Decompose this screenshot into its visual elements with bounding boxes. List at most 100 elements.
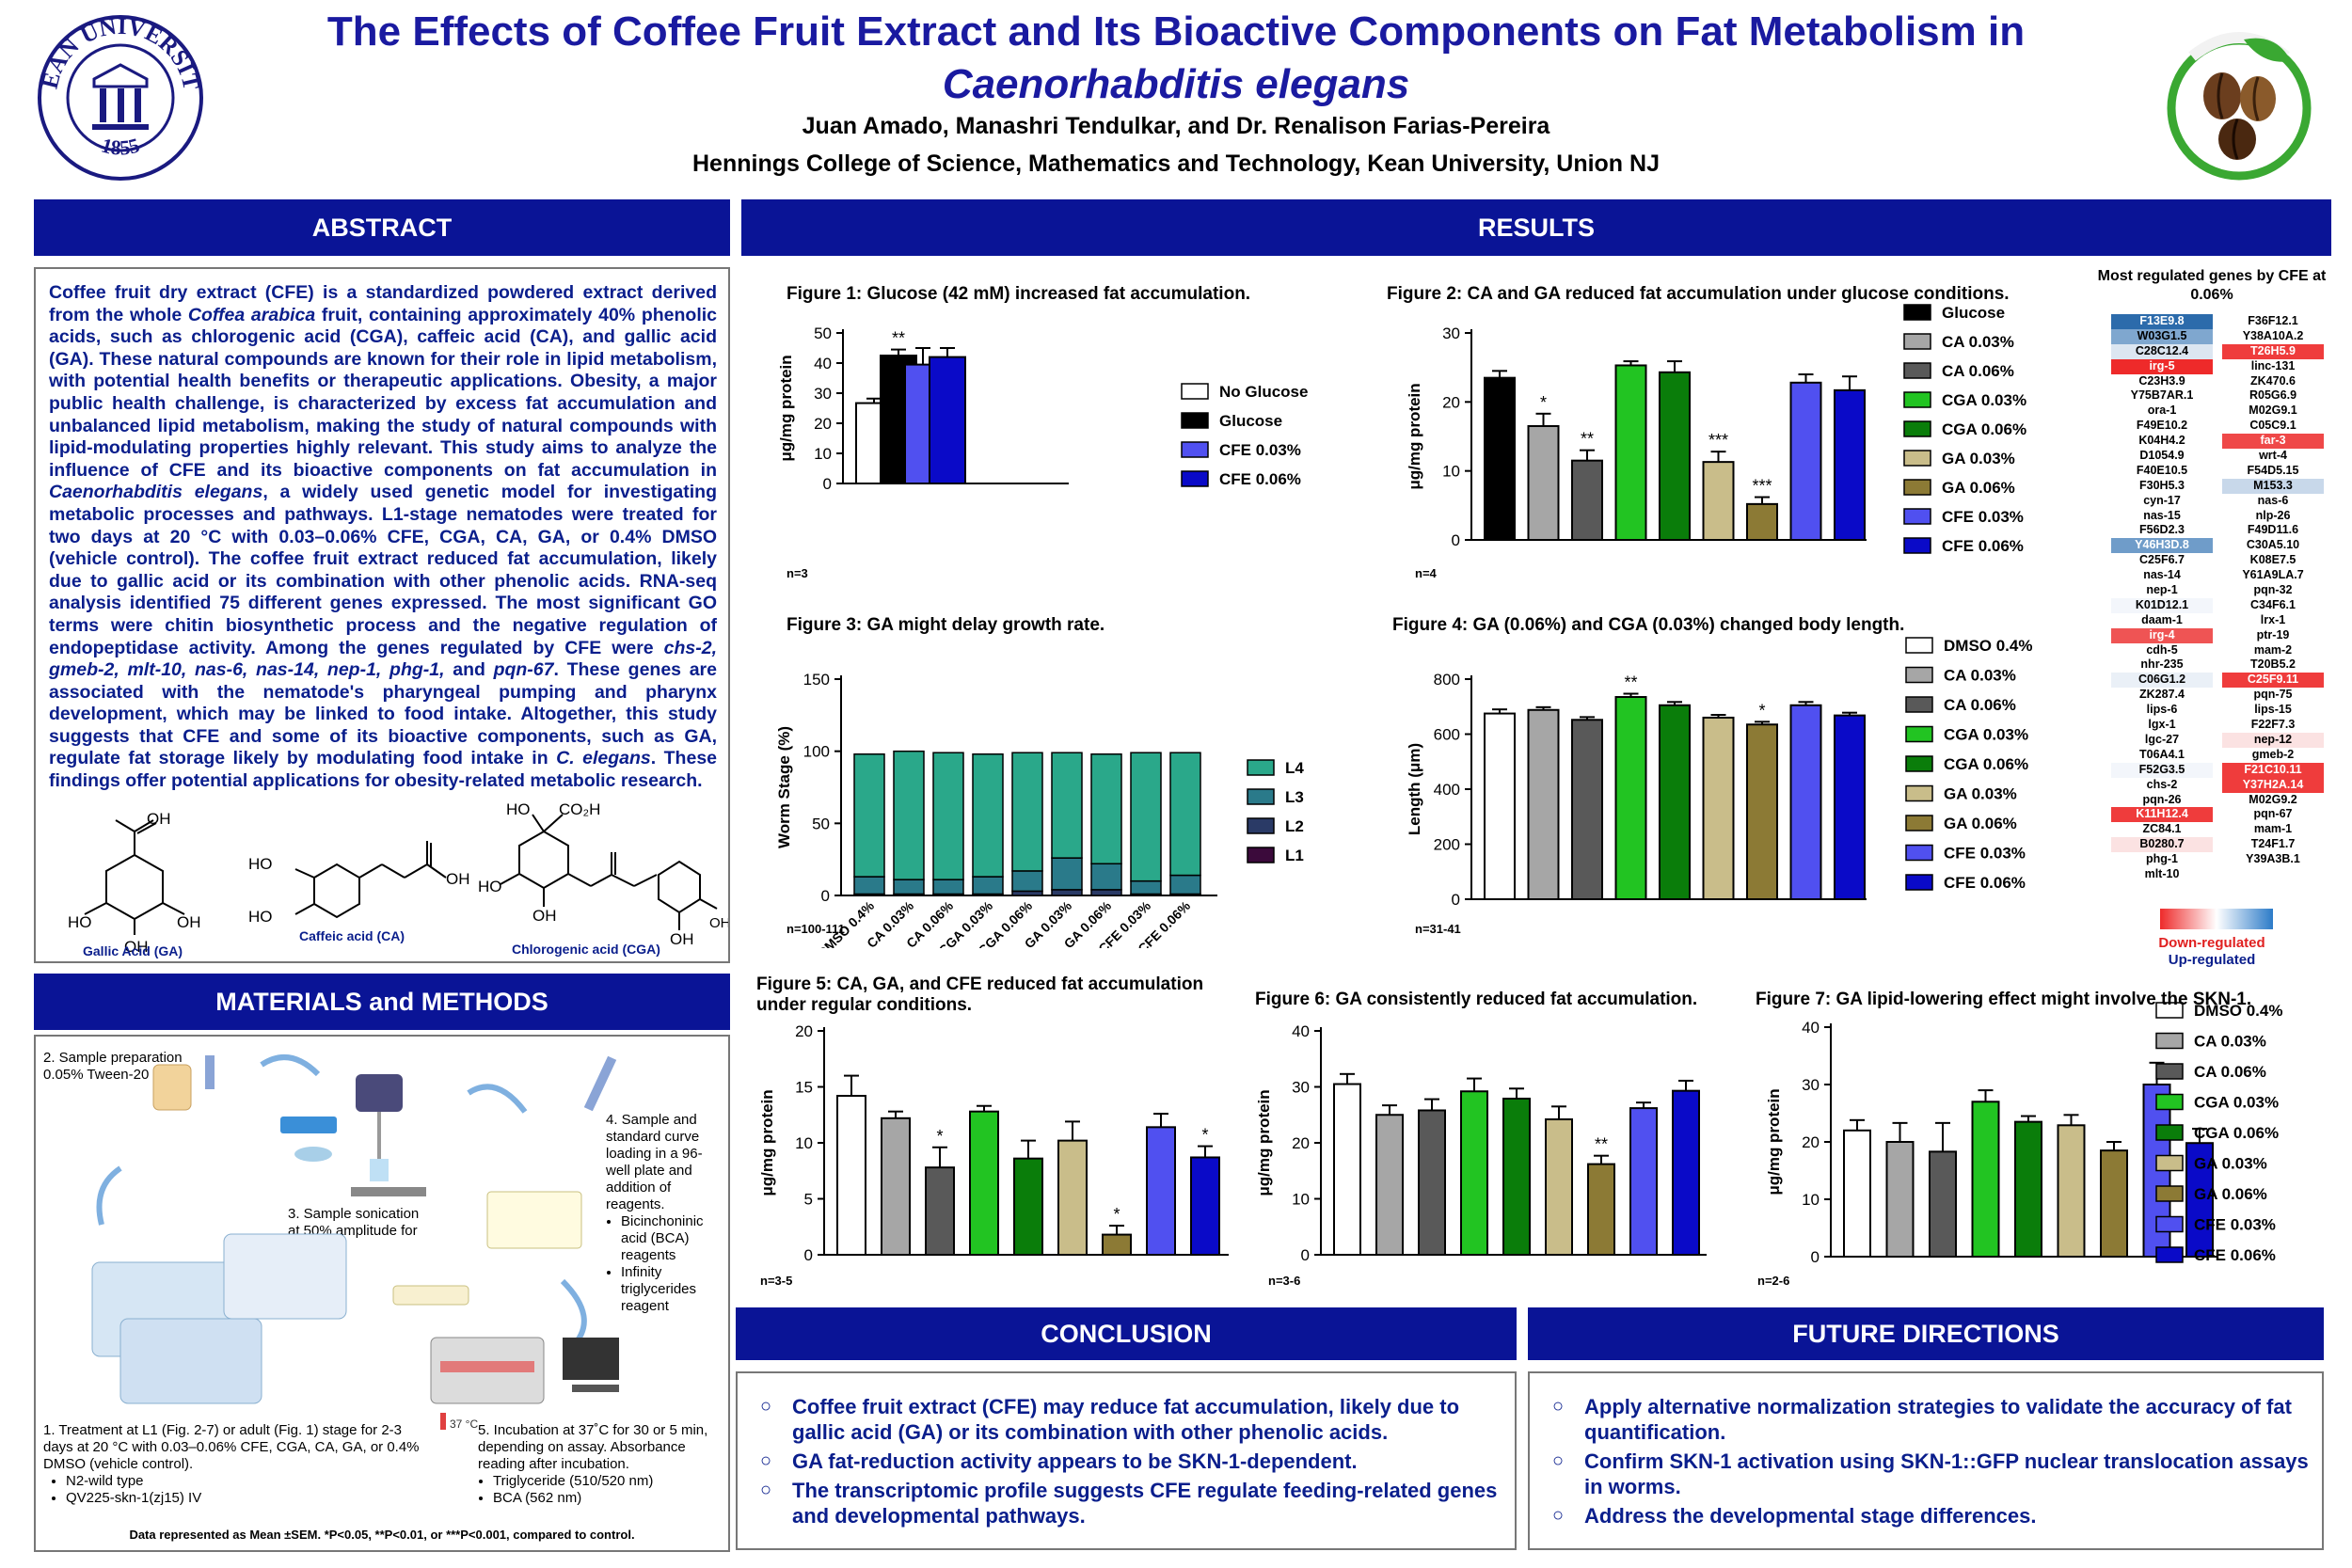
gene-cell: nas-14 xyxy=(2111,568,2213,584)
legend-label: DMSO 0.4% xyxy=(1944,637,2032,655)
bar xyxy=(1834,388,1866,541)
gene-cell: M02G9.2 xyxy=(2222,792,2324,808)
gene-cell: F22F7.3 xyxy=(2222,718,2324,733)
gene-cell: K11H12.4 xyxy=(2111,807,2213,823)
bar-segment-L4 xyxy=(932,752,964,880)
future-header: FUTURE DIRECTIONS xyxy=(1528,1307,2324,1360)
gene-cell: irg-5 xyxy=(2111,358,2213,374)
bar-segment-L3 xyxy=(932,879,964,895)
y-tick-label: 600 xyxy=(1434,726,1460,744)
legend-swatch xyxy=(1903,420,1931,437)
methods-box: 2. Sample preparation 0.05% Tween-20 3. … xyxy=(34,1035,730,1552)
figure-6: 0 10 20 30 40 μg/mg protein ** n=3-6 Figure 6: G… xyxy=(1251,974,1722,1294)
svg-text:OH: OH xyxy=(446,870,470,888)
chart-svg: 0 10 20 30 40 50 μg/mg protein ** No Glucose Gluc… xyxy=(777,325,1308,580)
gene-cell: Y75B7AR.1 xyxy=(2111,388,2213,404)
gene-cell: C28C12.4 xyxy=(2111,343,2213,359)
legend-label: CFE 0.06% xyxy=(1942,537,2024,555)
legend-label: CA 0.03% xyxy=(1942,333,2014,351)
sample-size-label: n=100-111 xyxy=(787,922,845,936)
legend-label: Glucose xyxy=(1942,304,2005,322)
legend-swatch xyxy=(1905,637,1933,654)
tubes-row-icon xyxy=(392,1285,469,1306)
legend-label: CA 0.06% xyxy=(2194,1063,2266,1081)
svg-text:HO: HO xyxy=(248,855,273,873)
y-tick-label: 30 xyxy=(1292,1079,1310,1097)
y-tick-label: 10 xyxy=(1442,463,1460,481)
gene-cell: K01D12.1 xyxy=(2111,597,2213,613)
gene-cell: C06G1.2 xyxy=(2111,673,2213,689)
significance-mark: *** xyxy=(1708,431,1728,450)
legend-swatch xyxy=(1905,755,1933,772)
gene-cell: lips-15 xyxy=(2222,703,2324,719)
significance-mark: ** xyxy=(1595,1135,1608,1154)
gene-cell: pqn-26 xyxy=(2111,792,2213,808)
step1-text: 1. Treatment at L1 (Fig. 2-7) or adult (… xyxy=(43,1422,429,1507)
significance-mark: * xyxy=(936,1127,943,1146)
plate-reader-icon xyxy=(430,1337,619,1404)
figure-7: 0 10 20 30 40 μg/mg protein DMSO 0.4% CA 0.03% C… xyxy=(1752,974,2331,1294)
abstract-header: ABSTRACT xyxy=(34,199,730,256)
bar xyxy=(1702,716,1735,900)
y-tick-label: 0 xyxy=(1452,531,1460,549)
legend-swatch xyxy=(1903,304,1931,321)
sample-size-label: n=3-5 xyxy=(760,1274,792,1288)
well-plate-icon xyxy=(486,1191,582,1249)
legend-label: L3 xyxy=(1285,788,1304,806)
legend-swatch xyxy=(1247,759,1275,776)
bar xyxy=(1971,1101,2000,1258)
y-tick-label: 0 xyxy=(804,1246,813,1264)
step5-text: 5. Incubation at 37˚C for 30 or 5 min, d… xyxy=(478,1422,724,1507)
legend-label: CA 0.06% xyxy=(1942,362,2014,380)
y-tick-label: 20 xyxy=(814,415,832,433)
chart-svg: 0 10 20 30 40 μg/mg protein DMSO 0.4% CA 0.03% C… xyxy=(1757,1002,2282,1288)
gene-cell: lrx-1 xyxy=(2222,612,2324,628)
y-tick-label: 30 xyxy=(1802,1076,1820,1094)
gene-cell: nlp-26 xyxy=(2222,508,2324,524)
figure-title: Figure 3: GA might delay growth rate. xyxy=(787,615,1105,635)
gene-cell: F54D5.15 xyxy=(2222,463,2324,479)
legend-swatch xyxy=(2155,1093,2184,1111)
significance-mark: * xyxy=(1113,1205,1120,1224)
methods-illustration: 37 °C xyxy=(91,1054,619,1431)
y-tick-label: 10 xyxy=(814,445,832,463)
gene-cell: C34F6.1 xyxy=(2222,597,2324,613)
legend-swatch xyxy=(1903,333,1931,350)
sample-size-label: n=3 xyxy=(787,566,808,580)
conclusion-item: Coffee fruit extract (CFE) may reduce fa… xyxy=(758,1394,1502,1445)
bar xyxy=(1746,502,1778,542)
svg-text:HO: HO xyxy=(478,878,502,895)
svg-text:KEAN UNIVERSITY: KEAN UNIVERSITY xyxy=(36,13,204,93)
gene-cell: C25F9.11 xyxy=(2222,673,2324,689)
legend-swatch xyxy=(2155,1246,2184,1263)
figure-title: Figure 1: Glucose (42 mM) increased fat … xyxy=(787,284,1251,304)
gene-table-title: Most regulated genes by CFE at 0.06% xyxy=(2097,268,2327,303)
bar-segment-L4 xyxy=(1130,752,1162,882)
gene-cell: M02G9.1 xyxy=(2222,404,2324,420)
y-tick-label: 10 xyxy=(1802,1191,1820,1209)
legend-label: CFE 0.03% xyxy=(2194,1216,2276,1234)
legend-label: CGA 0.03% xyxy=(1944,726,2028,744)
legend-up-label: Up-regulated xyxy=(2168,952,2256,968)
bar xyxy=(1629,1107,1658,1256)
svg-text:CO₂H: CO₂H xyxy=(559,800,600,818)
y-tick-label: 150 xyxy=(803,671,830,689)
gene-cell: ptr-19 xyxy=(2222,627,2324,643)
bar xyxy=(1789,381,1822,541)
gene-cell: Y37H2A.14 xyxy=(2222,777,2324,793)
chlorogenic-acid-label: Chlorogenic acid (CGA) xyxy=(512,942,660,957)
bar xyxy=(1460,1090,1488,1257)
gene-cell: lgx-1 xyxy=(2111,718,2213,733)
legend-label: CA 0.03% xyxy=(1944,667,2016,685)
bar-segment-L4 xyxy=(893,750,925,880)
bar xyxy=(2185,1142,2214,1258)
bar-segment-L3 xyxy=(1051,857,1083,891)
svg-text:1855: 1855 xyxy=(99,133,142,159)
bar xyxy=(1746,723,1778,900)
legend-label: L1 xyxy=(1285,847,1304,864)
legend-swatch xyxy=(2155,1063,2184,1080)
gene-cell: F36F12.1 xyxy=(2222,314,2324,329)
authors: Juan Amado, Manashri Tendulkar, and Dr. … xyxy=(802,113,1550,139)
bar xyxy=(1527,708,1560,901)
